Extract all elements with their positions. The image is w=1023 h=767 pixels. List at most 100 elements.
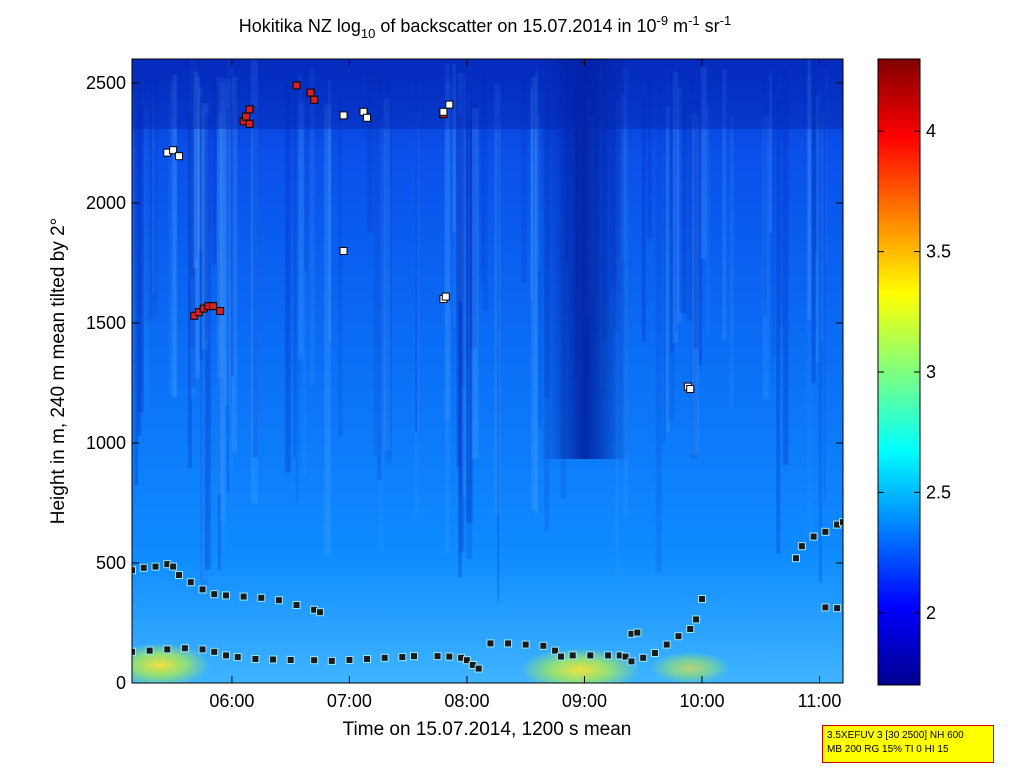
layer-marker: [145, 646, 154, 655]
layer-marker: [198, 645, 207, 654]
heatmap-streak: [458, 72, 463, 302]
heatmap-streak: [202, 105, 207, 580]
heatmap-streak: [452, 85, 456, 328]
heatmap-streak: [462, 74, 466, 498]
title-mid3: sr: [700, 16, 720, 36]
info-line-1: 3.5XEFUV 3 [30 2500] NH 600: [827, 730, 964, 741]
heatmap-streak: [150, 71, 158, 317]
layer-marker: [697, 595, 706, 603]
heatmap-streak: [193, 71, 199, 269]
x-tick-label: 08:00: [444, 691, 489, 711]
heatmap-streak: [705, 105, 711, 336]
x-tick-label: 11:00: [798, 691, 842, 711]
layer-markers: [132, 81, 843, 673]
heatmap-streak: [641, 97, 646, 342]
heatmap-streak: [217, 85, 221, 571]
heatmap-streak: [667, 114, 675, 422]
heatmap-streak: [456, 111, 461, 467]
heatmap-streak: [772, 65, 776, 358]
heatmap-streak: [461, 68, 465, 388]
heatmap-streak: [187, 111, 192, 469]
layer-marker: [556, 652, 565, 661]
heatmap-streak: [194, 77, 201, 379]
heatmap-streak: [134, 117, 138, 486]
heatmap-streak: [136, 80, 142, 436]
layer-marker: [198, 585, 207, 594]
layer-marker: [180, 644, 189, 653]
heatmap-streak: [818, 106, 822, 583]
layer-marker: [292, 601, 301, 609]
layer-marker: [441, 292, 450, 301]
layer-marker: [650, 649, 659, 657]
heatmap-streak: [458, 114, 462, 496]
heatmap-streak: [444, 81, 452, 421]
y-tick-label: 500: [96, 553, 126, 573]
heatmap-streak: [674, 80, 678, 333]
heatmap-streak: [413, 111, 420, 516]
heatmap-streak: [220, 82, 226, 522]
chart-title: Hokitika NZ log10 of backscatter on 15.0…: [239, 13, 731, 41]
heatmap-streak: [373, 65, 377, 456]
heatmap-streak: [197, 85, 200, 369]
x-tick-label: 09:00: [562, 691, 607, 711]
layer-marker: [586, 651, 595, 660]
layer-marker: [286, 655, 295, 664]
heatmap-streak: [530, 88, 533, 300]
heatmap-streak: [377, 72, 382, 480]
heatmap-streak: [531, 76, 537, 511]
y-axis: 0 500 1000 1500 2000 2500: [86, 73, 843, 693]
layer-marker: [257, 593, 266, 602]
layer-marker: [445, 100, 454, 109]
heatmap-streak: [471, 108, 479, 459]
heatmap-streak: [132, 88, 135, 399]
heatmap-streak: [295, 76, 299, 504]
layer-marker: [169, 146, 178, 155]
heatmap-streak: [466, 76, 473, 560]
layer-marker: [233, 653, 242, 662]
heatmap-streak: [534, 69, 539, 514]
layer-marker: [521, 640, 530, 649]
x-tick-label: 07:00: [327, 691, 372, 711]
heatmap-streak: [367, 60, 373, 232]
heatmap-streak: [224, 78, 231, 406]
x-tick-label: 06:00: [209, 691, 254, 711]
heatmap-streak: [670, 63, 674, 353]
layer-marker: [398, 653, 407, 662]
heatmap-field: [132, 59, 843, 683]
heatmap-streak: [452, 64, 457, 232]
heatmap-streak: [293, 92, 296, 457]
y-tick-label: 1500: [86, 313, 126, 333]
heatmap-streak: [338, 96, 343, 437]
heatmap-streak: [226, 107, 230, 493]
heatmap-streak: [465, 85, 469, 368]
heatmap-streak: [691, 113, 699, 455]
heatmap-streak: [172, 74, 178, 399]
title-superscript-2: -1: [688, 13, 700, 28]
heatmap-streak: [679, 97, 687, 314]
heatmap-streak: [672, 71, 679, 343]
heatmap-streak: [284, 82, 291, 473]
layer-marker: [163, 645, 172, 654]
heatmap-streak: [700, 67, 707, 259]
x-axis-label: Time on 15.07.2014, 1200 s mean: [343, 719, 632, 740]
y-tick-label: 2000: [86, 193, 126, 213]
layer-marker: [474, 664, 483, 673]
y-tick-label: 0: [116, 673, 126, 693]
layer-marker: [175, 152, 184, 161]
heatmap-streak: [217, 77, 224, 379]
layer-marker: [433, 652, 442, 661]
layer-marker: [686, 385, 695, 393]
heatmap-streak: [536, 71, 543, 428]
layer-marker: [132, 647, 136, 656]
heatmap-streak: [483, 62, 488, 310]
title-superscript-3: -1: [720, 13, 732, 28]
layer-marker: [410, 652, 419, 661]
heatmap-streak: [811, 78, 816, 382]
layer-marker: [821, 603, 830, 612]
heatmap-streak: [729, 116, 734, 408]
layer-marker: [222, 591, 231, 600]
heatmap-streak: [197, 88, 203, 249]
heatmap-streak: [783, 66, 789, 465]
heatmap-streak: [298, 73, 303, 354]
